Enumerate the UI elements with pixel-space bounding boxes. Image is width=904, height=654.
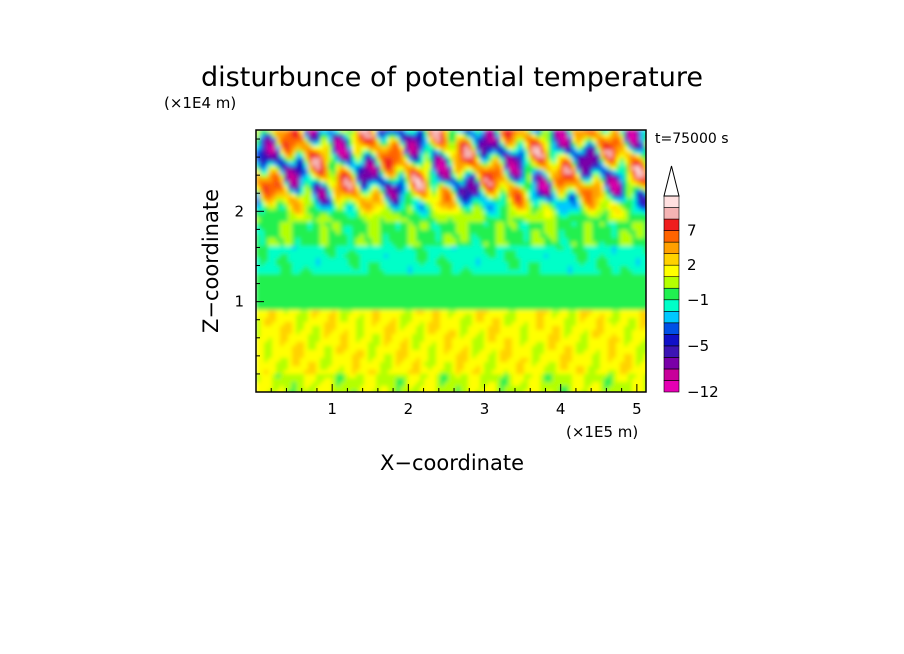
colorbar-swatch — [663, 380, 680, 393]
y-tick-label: 1 — [234, 293, 244, 311]
colorbar-label: 2 — [687, 256, 697, 274]
x-tick-label: 2 — [404, 400, 414, 418]
colorbar-swatch — [663, 264, 680, 278]
y-axis-label: Z−coordinate — [199, 189, 223, 333]
colorbar-swatch — [663, 218, 680, 231]
colorbar: 7 2 −1 −5 −12 — [663, 165, 719, 401]
y-axis: 12 — [234, 138, 264, 375]
colorbar-label: −5 — [687, 337, 709, 355]
colorbar-extend-arrow — [663, 165, 680, 197]
x-tick-label: 5 — [632, 400, 642, 418]
chart-title: disturbunce of potential temperature — [201, 62, 703, 93]
colorbar-swatch — [663, 310, 680, 324]
x-tick-label: 4 — [556, 400, 566, 418]
colorbar-swatch — [663, 299, 680, 312]
colorbar-swatch — [663, 195, 680, 208]
x-tick-label: 3 — [480, 400, 490, 418]
colorbar-swatch — [663, 230, 680, 243]
x-tick-label: 1 — [327, 400, 337, 418]
y-unit-label: (×1E4 m) — [164, 94, 236, 112]
colorbar-swatch — [663, 357, 680, 370]
x-axis-label: X−coordinate — [380, 451, 524, 475]
x-unit-label: (×1E5 m) — [566, 423, 638, 441]
colorbar-swatch — [663, 368, 680, 381]
colorbar-label: −12 — [687, 383, 719, 401]
plot-area — [256, 130, 646, 392]
colorbar-swatch — [663, 334, 680, 347]
y-tick-label: 2 — [234, 202, 244, 220]
x-axis: 1 2 3 4 5 — [270, 384, 642, 418]
colorbar-label: 7 — [687, 222, 697, 240]
colorbar-swatch — [663, 345, 680, 358]
colorbar-label: −1 — [687, 291, 709, 309]
colorbar-swatch — [663, 322, 680, 335]
colorbar-swatch — [663, 276, 680, 289]
colorbar-swatch — [663, 241, 680, 254]
colorbar-swatch — [663, 253, 680, 266]
colorbar-swatch — [663, 207, 680, 220]
time-label: t=75000 s — [655, 131, 729, 147]
colorbar-swatch — [663, 287, 680, 301]
plot-frame — [255, 129, 647, 393]
